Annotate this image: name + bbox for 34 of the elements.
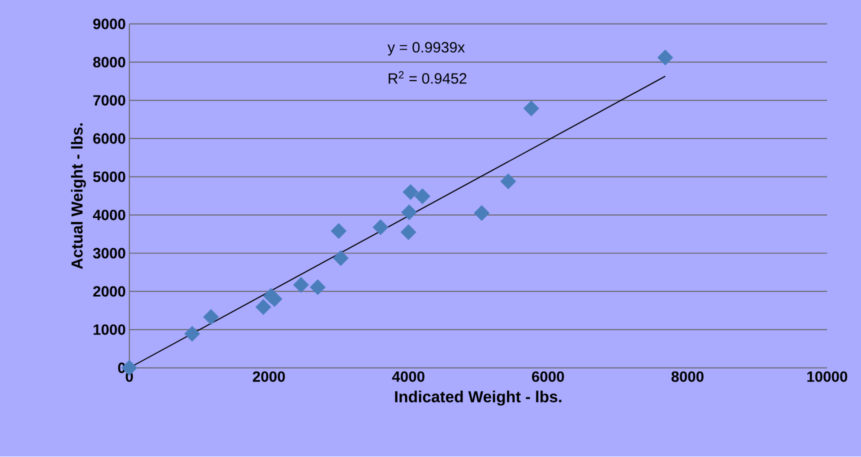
x-tick-label: 8000: [671, 372, 704, 382]
point: [372, 220, 388, 236]
point: [330, 223, 347, 240]
y-tick-label: 9000: [93, 18, 126, 30]
y-tick-label: 2000: [93, 286, 126, 297]
x-axis-title: Indicated Weight - lbs.: [395, 390, 562, 406]
y-tick-label: 6000: [93, 134, 126, 144]
point: [255, 299, 272, 316]
point: [414, 188, 430, 204]
point: [657, 50, 674, 66]
point: [474, 205, 490, 222]
point: [500, 174, 516, 190]
annotation: R$^{2}$ = 0.9452: [388, 71, 466, 84]
y-tick-label: 4000: [92, 210, 126, 220]
point: [293, 277, 309, 294]
y-axis-title: Actual Weight - lbs.: [71, 124, 86, 270]
y-tick-label: 5000: [93, 172, 126, 182]
point: [400, 224, 416, 240]
point: [310, 280, 326, 296]
point: [203, 309, 219, 326]
x-tick-label: 10000: [807, 372, 848, 382]
point: [184, 326, 200, 342]
x-tick-label: 4000: [392, 372, 424, 382]
x-tick-label: 2000: [252, 372, 285, 382]
point: [402, 184, 418, 200]
y-tick-label: 8000: [93, 57, 126, 68]
point: [401, 204, 418, 220]
x-tick-label: 6000: [532, 372, 564, 382]
y-tick-label: 7000: [93, 95, 126, 106]
point: [523, 100, 540, 117]
y-tick-label: 1000: [94, 324, 126, 336]
annotation: y = 0.9939x: [388, 42, 465, 56]
point: [332, 250, 349, 266]
y-tick-label: 3000: [93, 248, 126, 259]
